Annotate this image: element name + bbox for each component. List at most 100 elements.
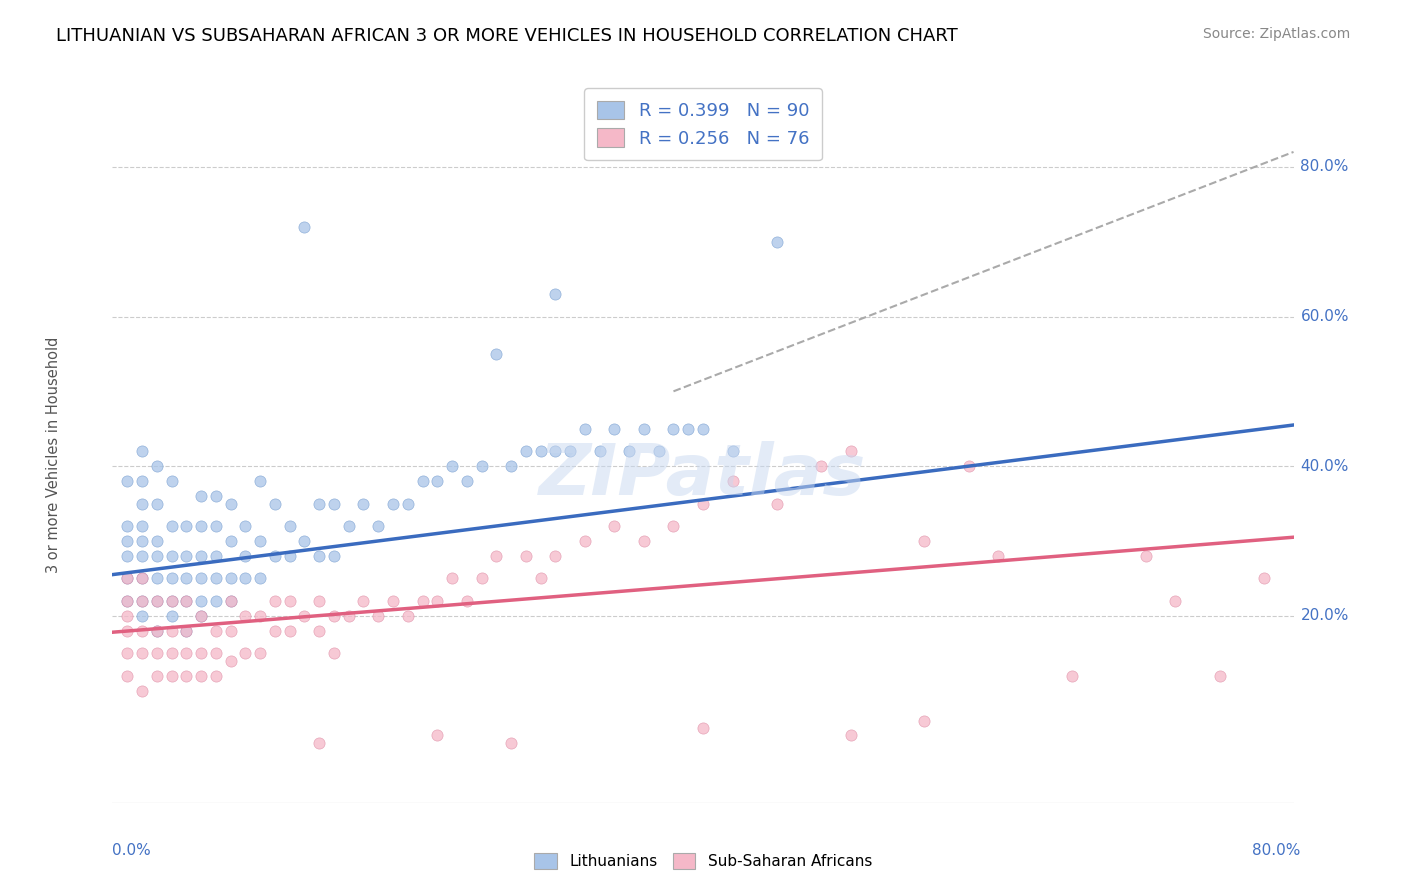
- Point: [146, 549, 169, 563]
- Point: [131, 646, 153, 660]
- Point: [308, 736, 330, 750]
- Point: [574, 422, 596, 436]
- Point: [205, 594, 228, 608]
- Point: [131, 571, 153, 585]
- Point: [456, 474, 478, 488]
- Point: [292, 219, 315, 234]
- Text: 60.0%: 60.0%: [1301, 309, 1348, 324]
- Point: [839, 444, 862, 458]
- Point: [117, 624, 138, 638]
- Point: [117, 571, 138, 585]
- Point: [249, 474, 271, 488]
- Text: ZIPatlas: ZIPatlas: [540, 442, 866, 510]
- Point: [190, 594, 212, 608]
- Point: [117, 474, 138, 488]
- Point: [117, 549, 138, 563]
- Point: [308, 549, 330, 563]
- Text: LITHUANIAN VS SUBSAHARAN AFRICAN 3 OR MORE VEHICLES IN HOUSEHOLD CORRELATION CHA: LITHUANIAN VS SUBSAHARAN AFRICAN 3 OR MO…: [56, 27, 957, 45]
- Point: [515, 549, 537, 563]
- Point: [692, 497, 714, 511]
- Point: [914, 533, 936, 548]
- Point: [174, 571, 197, 585]
- Point: [987, 549, 1010, 563]
- Point: [544, 287, 567, 301]
- Point: [160, 646, 183, 660]
- Point: [160, 549, 183, 563]
- Point: [131, 683, 153, 698]
- Point: [131, 497, 153, 511]
- Point: [529, 571, 551, 585]
- Point: [382, 594, 405, 608]
- Point: [678, 422, 700, 436]
- Point: [205, 549, 228, 563]
- Point: [426, 729, 449, 743]
- Point: [117, 533, 138, 548]
- Point: [278, 549, 301, 563]
- Point: [219, 533, 242, 548]
- Point: [692, 721, 714, 735]
- Point: [544, 549, 567, 563]
- Point: [146, 533, 169, 548]
- Point: [308, 497, 330, 511]
- Point: [174, 668, 197, 682]
- Point: [160, 594, 183, 608]
- Point: [292, 608, 315, 623]
- Point: [190, 608, 212, 623]
- Point: [190, 608, 212, 623]
- Point: [337, 608, 360, 623]
- Point: [411, 594, 433, 608]
- Point: [264, 624, 287, 638]
- Point: [1062, 668, 1084, 682]
- Point: [117, 646, 138, 660]
- Point: [529, 444, 551, 458]
- Point: [174, 594, 197, 608]
- Point: [174, 624, 197, 638]
- Point: [264, 549, 287, 563]
- Point: [117, 594, 138, 608]
- Point: [174, 594, 197, 608]
- Point: [174, 624, 197, 638]
- Text: 80.0%: 80.0%: [1253, 843, 1301, 858]
- Point: [146, 497, 169, 511]
- Point: [323, 608, 346, 623]
- Point: [441, 571, 464, 585]
- Point: [633, 533, 655, 548]
- Point: [146, 668, 169, 682]
- Point: [662, 422, 685, 436]
- Point: [131, 444, 153, 458]
- Point: [1208, 668, 1232, 682]
- Point: [117, 519, 138, 533]
- Point: [146, 459, 169, 474]
- Point: [603, 422, 626, 436]
- Point: [160, 608, 183, 623]
- Point: [647, 444, 671, 458]
- Point: [396, 608, 419, 623]
- Text: 80.0%: 80.0%: [1301, 160, 1348, 175]
- Point: [249, 608, 271, 623]
- Point: [721, 474, 744, 488]
- Point: [146, 594, 169, 608]
- Point: [470, 459, 494, 474]
- Point: [323, 549, 346, 563]
- Point: [914, 714, 936, 728]
- Point: [219, 594, 242, 608]
- Point: [308, 624, 330, 638]
- Point: [174, 519, 197, 533]
- Point: [485, 549, 508, 563]
- Point: [131, 533, 153, 548]
- Point: [117, 571, 138, 585]
- Point: [515, 444, 537, 458]
- Point: [501, 736, 523, 750]
- Point: [323, 497, 346, 511]
- Point: [264, 497, 287, 511]
- Point: [382, 497, 405, 511]
- Point: [146, 646, 169, 660]
- Point: [190, 519, 212, 533]
- Point: [367, 519, 389, 533]
- Point: [190, 549, 212, 563]
- Point: [219, 594, 242, 608]
- Point: [839, 729, 862, 743]
- Point: [441, 459, 464, 474]
- Point: [131, 549, 153, 563]
- Point: [205, 646, 228, 660]
